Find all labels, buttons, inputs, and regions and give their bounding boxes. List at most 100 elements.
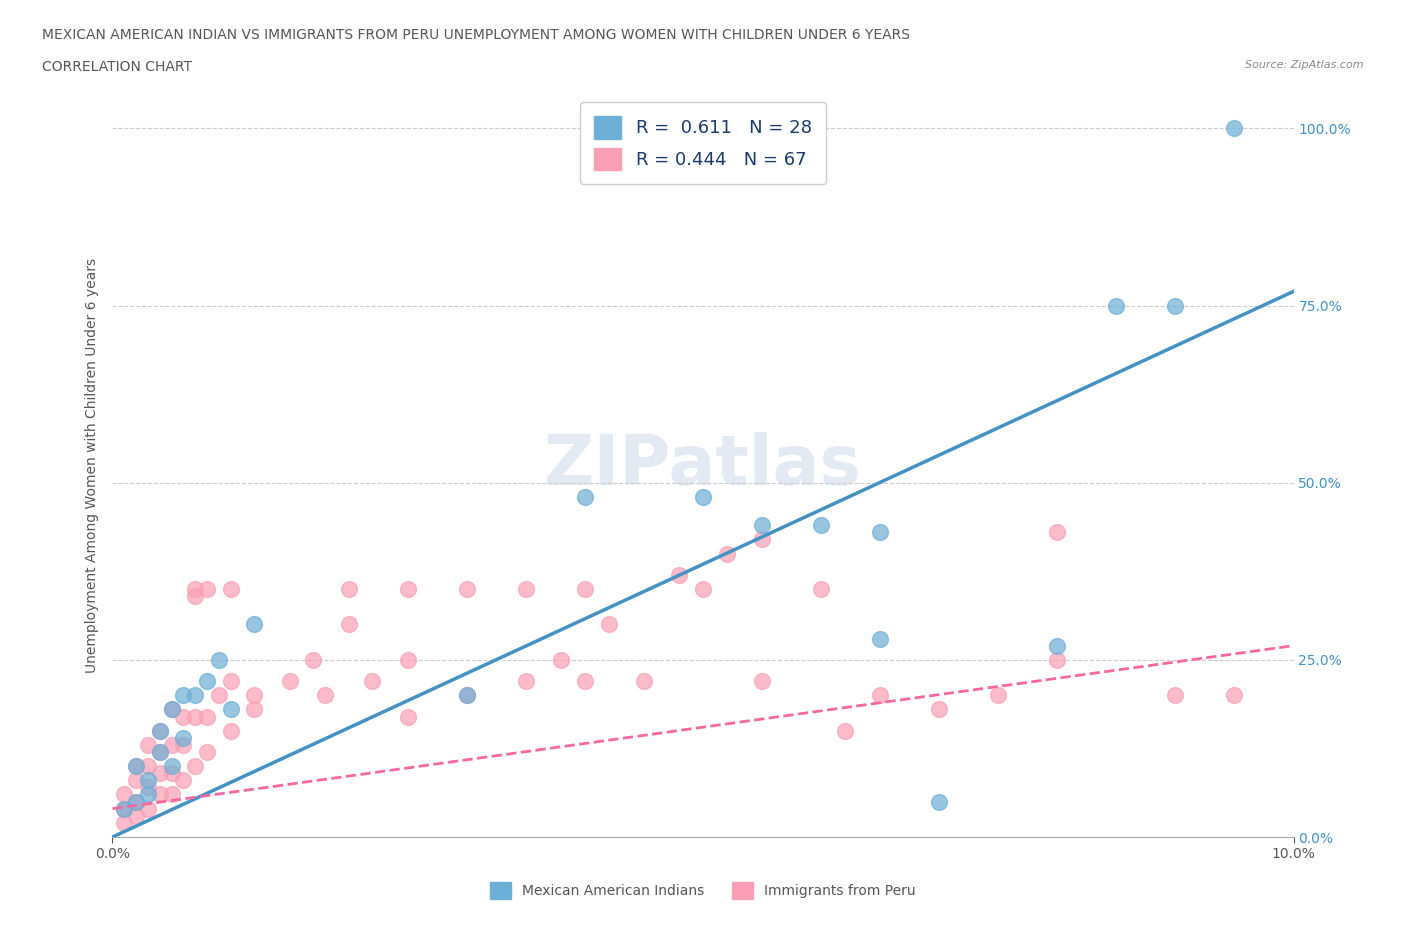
Point bbox=[1046, 638, 1069, 653]
Point bbox=[692, 489, 714, 504]
Point bbox=[396, 581, 419, 596]
Point bbox=[456, 688, 478, 703]
Point bbox=[160, 765, 183, 780]
Point bbox=[869, 631, 891, 646]
Point bbox=[172, 730, 194, 745]
Point bbox=[633, 673, 655, 688]
Point bbox=[396, 653, 419, 668]
Text: CORRELATION CHART: CORRELATION CHART bbox=[42, 60, 193, 74]
Point bbox=[810, 518, 832, 533]
Point bbox=[396, 709, 419, 724]
Point bbox=[184, 688, 207, 703]
Point bbox=[136, 802, 159, 817]
Point bbox=[112, 802, 135, 817]
Point bbox=[160, 702, 183, 717]
Point bbox=[574, 673, 596, 688]
Point bbox=[928, 702, 950, 717]
Point bbox=[987, 688, 1010, 703]
Point bbox=[692, 581, 714, 596]
Point bbox=[112, 802, 135, 817]
Point bbox=[751, 532, 773, 547]
Text: ZIPatlas: ZIPatlas bbox=[544, 432, 862, 498]
Point bbox=[928, 794, 950, 809]
Point bbox=[149, 787, 172, 802]
Legend: Mexican American Indians, Immigrants from Peru: Mexican American Indians, Immigrants fro… bbox=[485, 876, 921, 905]
Point bbox=[184, 709, 207, 724]
Point bbox=[172, 709, 194, 724]
Point bbox=[125, 759, 148, 774]
Point bbox=[550, 653, 572, 668]
Point bbox=[112, 816, 135, 830]
Point bbox=[172, 737, 194, 752]
Point bbox=[160, 702, 183, 717]
Point bbox=[136, 773, 159, 788]
Point bbox=[125, 759, 148, 774]
Point bbox=[810, 581, 832, 596]
Point bbox=[1105, 299, 1128, 313]
Point bbox=[869, 525, 891, 539]
Point bbox=[869, 688, 891, 703]
Point bbox=[195, 745, 218, 760]
Point bbox=[598, 617, 620, 631]
Point bbox=[219, 702, 242, 717]
Point bbox=[1046, 653, 1069, 668]
Point bbox=[243, 617, 266, 631]
Point bbox=[136, 759, 159, 774]
Point bbox=[219, 673, 242, 688]
Point bbox=[160, 737, 183, 752]
Point bbox=[136, 787, 159, 802]
Point bbox=[314, 688, 336, 703]
Y-axis label: Unemployment Among Women with Children Under 6 years: Unemployment Among Women with Children U… bbox=[84, 258, 98, 672]
Point bbox=[184, 759, 207, 774]
Point bbox=[337, 617, 360, 631]
Point bbox=[456, 581, 478, 596]
Point bbox=[574, 489, 596, 504]
Point bbox=[149, 745, 172, 760]
Point bbox=[1223, 688, 1246, 703]
Point bbox=[1164, 299, 1187, 313]
Point bbox=[149, 724, 172, 738]
Point bbox=[172, 688, 194, 703]
Point bbox=[361, 673, 384, 688]
Point bbox=[208, 653, 231, 668]
Point bbox=[834, 724, 856, 738]
Point bbox=[160, 759, 183, 774]
Point bbox=[1223, 121, 1246, 136]
Point bbox=[456, 688, 478, 703]
Point bbox=[243, 702, 266, 717]
Point bbox=[716, 546, 738, 561]
Point bbox=[278, 673, 301, 688]
Point bbox=[149, 724, 172, 738]
Point bbox=[149, 765, 172, 780]
Point bbox=[751, 518, 773, 533]
Point bbox=[208, 688, 231, 703]
Point bbox=[125, 773, 148, 788]
Point bbox=[160, 787, 183, 802]
Point bbox=[112, 787, 135, 802]
Point bbox=[219, 724, 242, 738]
Point bbox=[302, 653, 325, 668]
Text: MEXICAN AMERICAN INDIAN VS IMMIGRANTS FROM PERU UNEMPLOYMENT AMONG WOMEN WITH CH: MEXICAN AMERICAN INDIAN VS IMMIGRANTS FR… bbox=[42, 28, 910, 42]
Point bbox=[1164, 688, 1187, 703]
Point bbox=[184, 581, 207, 596]
Point bbox=[184, 589, 207, 604]
Text: Source: ZipAtlas.com: Source: ZipAtlas.com bbox=[1246, 60, 1364, 71]
Point bbox=[751, 673, 773, 688]
Point bbox=[515, 581, 537, 596]
Point bbox=[125, 808, 148, 823]
Point bbox=[149, 745, 172, 760]
Point bbox=[136, 780, 159, 795]
Point bbox=[195, 709, 218, 724]
Point bbox=[1046, 525, 1069, 539]
Point bbox=[337, 581, 360, 596]
Point bbox=[515, 673, 537, 688]
Point bbox=[172, 773, 194, 788]
Point bbox=[125, 794, 148, 809]
Point bbox=[136, 737, 159, 752]
Point bbox=[195, 673, 218, 688]
Point bbox=[668, 567, 690, 582]
Point bbox=[219, 581, 242, 596]
Point bbox=[195, 581, 218, 596]
Point bbox=[125, 794, 148, 809]
Point bbox=[574, 581, 596, 596]
